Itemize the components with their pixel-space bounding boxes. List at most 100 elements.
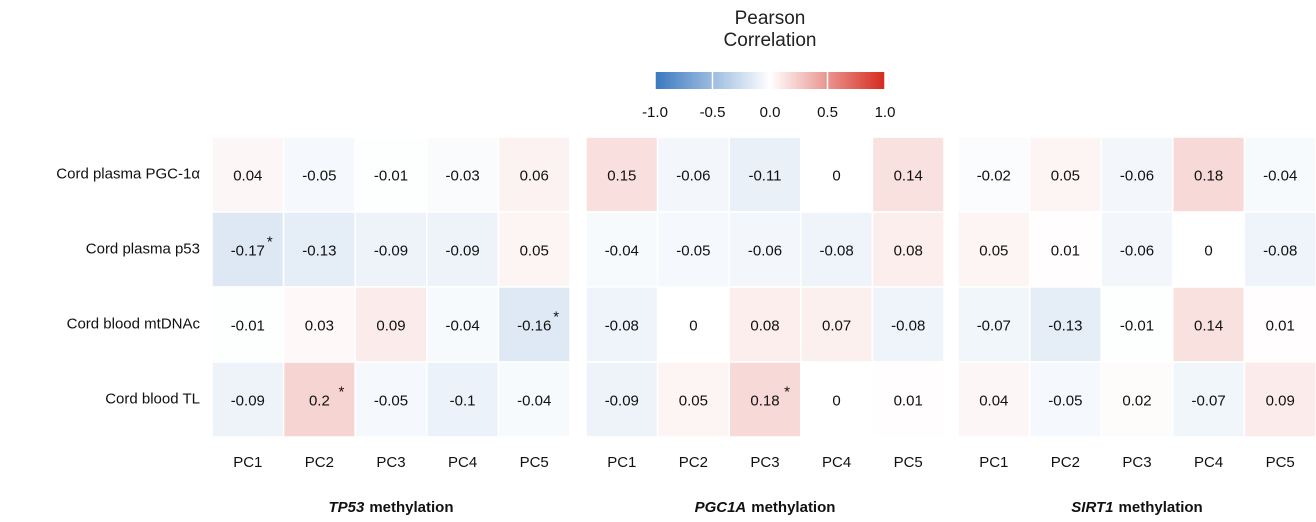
- row-label: Cord blood TL: [105, 390, 200, 407]
- panel-title: SIRT1 methylation: [1071, 499, 1202, 516]
- cell: [497, 211, 571, 288]
- column-label: PC3: [750, 454, 779, 471]
- cell: [957, 361, 1031, 438]
- cell-label: -0.08: [891, 317, 925, 334]
- cell: [282, 211, 356, 288]
- colorbar-tick-label: 0.0: [760, 104, 781, 121]
- cell-label: -0.04: [445, 317, 479, 334]
- cell-label: 0.06: [520, 167, 549, 184]
- column-label: PC5: [1266, 454, 1295, 471]
- cell: [1172, 211, 1246, 288]
- cell: [426, 361, 500, 438]
- cell-label: 0.18: [1194, 167, 1223, 184]
- cell-label: 0.05: [979, 242, 1008, 259]
- cell-label: -0.05: [1048, 392, 1082, 409]
- cell: [497, 361, 571, 438]
- cell: [1243, 361, 1316, 438]
- cell: [211, 286, 285, 363]
- column-label: PC3: [376, 454, 405, 471]
- cell: [1028, 361, 1102, 438]
- cell: [728, 211, 802, 288]
- cell-label: -0.03: [445, 167, 479, 184]
- cell-label: -0.08: [1263, 242, 1297, 259]
- cell-label: -0.08: [605, 317, 639, 334]
- cell-label: -0.09: [374, 242, 408, 259]
- significance-mark: *: [553, 308, 559, 325]
- cell-label: 0.03: [305, 317, 334, 334]
- cell: [282, 286, 356, 363]
- cell-label: 0.07: [822, 317, 851, 334]
- cell-label: 0.08: [750, 317, 779, 334]
- cell-label: -0.06: [676, 167, 710, 184]
- cell-label: -0.1: [450, 392, 476, 409]
- row-label: Cord blood mtDNAc: [67, 315, 201, 332]
- panel-suffix: methylation: [1119, 499, 1203, 516]
- cell-label: -0.13: [1048, 317, 1082, 334]
- cell-label: -0.05: [374, 392, 408, 409]
- cell: [354, 211, 428, 288]
- cell-label: 0: [832, 392, 840, 409]
- colorbar-title: Pearson Correlation: [723, 8, 817, 51]
- column-label: PC1: [233, 454, 262, 471]
- cell: [1243, 286, 1316, 363]
- cell-label: -0.11: [748, 167, 781, 184]
- panel-suffix: methylation: [751, 499, 835, 516]
- panel-suffix: methylation: [369, 499, 453, 516]
- cell-label: -0.05: [676, 242, 710, 259]
- cell: [800, 286, 874, 363]
- column-label: PC4: [822, 454, 851, 471]
- cell: [354, 361, 428, 438]
- panel-title: TP53 methylation: [328, 499, 453, 516]
- column-label: PC1: [607, 454, 636, 471]
- column-label: PC4: [1194, 454, 1223, 471]
- column-label: PC5: [894, 454, 923, 471]
- cell: [497, 286, 571, 363]
- cell-label: 0.05: [1051, 167, 1080, 184]
- column-label: PC3: [1122, 454, 1151, 471]
- cell-label: 0.09: [376, 317, 405, 334]
- panel-title: PGC1A methylation: [695, 499, 836, 516]
- cell: [728, 361, 802, 438]
- cell-label: 0.01: [1051, 242, 1080, 259]
- cell-label: 0.05: [679, 392, 708, 409]
- cell: [354, 136, 428, 213]
- panel-gene: SIRT1: [1071, 499, 1113, 516]
- cell-label: -0.01: [231, 317, 265, 334]
- cell: [497, 136, 571, 213]
- cell: [871, 211, 945, 288]
- cell: [871, 136, 945, 213]
- cell: [211, 211, 285, 288]
- cell: [1028, 211, 1102, 288]
- column-label: PC1: [979, 454, 1008, 471]
- cell-label: -0.02: [977, 167, 1011, 184]
- cell-label: -0.05: [302, 167, 336, 184]
- cell-label: -0.07: [1191, 392, 1225, 409]
- cell-label: -0.09: [605, 392, 639, 409]
- cell-label: -0.08: [819, 242, 853, 259]
- significance-mark: *: [784, 383, 790, 400]
- cell-label: -0.09: [445, 242, 479, 259]
- cell: [1243, 136, 1316, 213]
- cell-label: -0.01: [374, 167, 408, 184]
- cell: [656, 136, 730, 213]
- colorbar-tick-label: -1.0: [642, 104, 668, 121]
- cell: [728, 136, 802, 213]
- cell: [800, 136, 874, 213]
- column-label: PC2: [679, 454, 708, 471]
- cell-label: 0.15: [607, 167, 636, 184]
- colorbar-tick-label: -0.5: [700, 104, 726, 121]
- row-label: Cord plasma p53: [86, 240, 200, 257]
- cell-label: 0: [1204, 242, 1212, 259]
- cell-label: -0.06: [1120, 167, 1154, 184]
- cell-label: 0.05: [520, 242, 549, 259]
- cell-label: 0: [689, 317, 697, 334]
- cell-label: 0.09: [1266, 392, 1295, 409]
- cell-label: 0: [832, 167, 840, 184]
- row-label: Cord plasma PGC-1α: [56, 165, 200, 182]
- cell-label: -0.13: [302, 242, 336, 259]
- cell-label: -0.16: [517, 317, 551, 334]
- panel-gene: PGC1A: [695, 499, 747, 516]
- cell-label: -0.09: [231, 392, 265, 409]
- cell-label: 0.14: [1194, 317, 1223, 334]
